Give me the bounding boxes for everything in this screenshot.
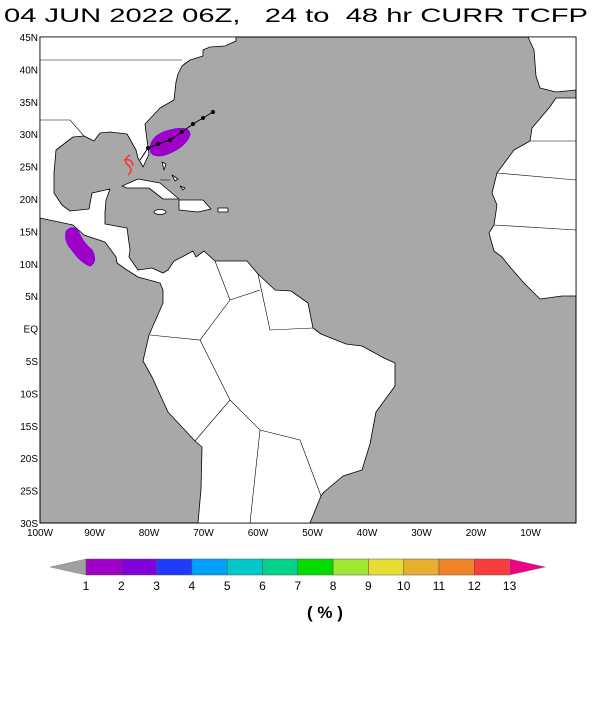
puerto-rico: [217, 207, 229, 213]
axis-labels: 45N 40N 35N 30N 25N 20N 15N 10N 5N EQ 5S 10S 15S 20S 2…: [20, 33, 542, 539]
colorbar-label: 1: [83, 579, 90, 593]
borders: [40, 59, 576, 523]
lat-label: 30N: [20, 130, 38, 141]
lat-label: 25S: [20, 487, 38, 498]
title: 04 JUN 2022 06Z, 24 to 48 hr CURR TCFP: [4, 6, 588, 27]
lat-label: EQ: [24, 325, 39, 336]
lat-label: 5N: [25, 292, 38, 303]
lat-label: 15S: [20, 422, 38, 433]
map: [39, 36, 577, 524]
colorbar-label: 6: [259, 579, 266, 593]
track-points: [146, 110, 215, 150]
lat-label: 25N: [20, 163, 38, 174]
lat-label: 40N: [20, 65, 38, 76]
storm-symbol: [123, 154, 134, 176]
lat-label: 35N: [20, 98, 38, 109]
colorbar-over: [509, 558, 546, 576]
colorbar-box: [121, 558, 157, 576]
colorbar-under: [49, 558, 87, 576]
colorbar-box: [226, 558, 263, 576]
lon-label: 70W: [193, 528, 214, 539]
lon-label: 100W: [27, 528, 54, 539]
colorbar-box: [368, 558, 404, 576]
lat-label: 20N: [20, 195, 38, 206]
lon-label: 80W: [139, 528, 160, 539]
colorbar-box: [156, 558, 193, 576]
colorbar-label: 10: [397, 579, 411, 593]
units: ( % ): [307, 603, 343, 622]
lon-label: 40W: [357, 528, 378, 539]
colorbar-box: [262, 558, 299, 576]
colorbar-label: 12: [468, 579, 482, 593]
colorbar: 1 2 3 4 5 6 7 8 9 10 11 12 13: [49, 558, 546, 593]
colorbar-label: 4: [189, 579, 196, 593]
colorbar-box: [332, 558, 369, 576]
colorbar-box: [403, 558, 440, 576]
lon-label: 10W: [520, 528, 541, 539]
colorbar-box: [297, 558, 334, 576]
lon-label: 60W: [248, 528, 269, 539]
lon-label: 90W: [84, 528, 105, 539]
lat-label: 15N: [20, 227, 38, 238]
colorbar-label: 5: [224, 579, 231, 593]
cuba: [121, 178, 180, 200]
lat-label: 10S: [20, 389, 38, 400]
lon-label: 30W: [411, 528, 432, 539]
lon-label: 20W: [466, 528, 487, 539]
colorbar-box: [191, 558, 228, 576]
hispaniola: [178, 199, 212, 213]
colorbar-label: 7: [294, 579, 301, 593]
lat-label: 45N: [20, 33, 38, 44]
iberia: [527, 37, 576, 93]
colorbar-label: 13: [503, 579, 517, 593]
colorbar-box: [85, 558, 122, 576]
colorbar-label: 2: [118, 579, 125, 593]
colorbar-box: [438, 558, 475, 576]
colorbar-box: [474, 558, 510, 576]
jamaica: [153, 209, 167, 215]
lat-label: 30S: [20, 519, 38, 530]
probability-area: [149, 127, 191, 157]
lon-label: 50W: [302, 528, 323, 539]
colorbar-label: 8: [330, 579, 337, 593]
lat-label: 10N: [20, 260, 38, 271]
colorbar-label: 9: [365, 579, 372, 593]
bahamas: [161, 161, 186, 191]
probability-area: [65, 227, 96, 267]
americas: [40, 37, 396, 523]
lat-label: 20S: [20, 454, 38, 465]
colorbar-label: 11: [433, 579, 446, 593]
colorbar-label: 3: [153, 579, 160, 593]
lat-label: 5S: [26, 357, 39, 368]
